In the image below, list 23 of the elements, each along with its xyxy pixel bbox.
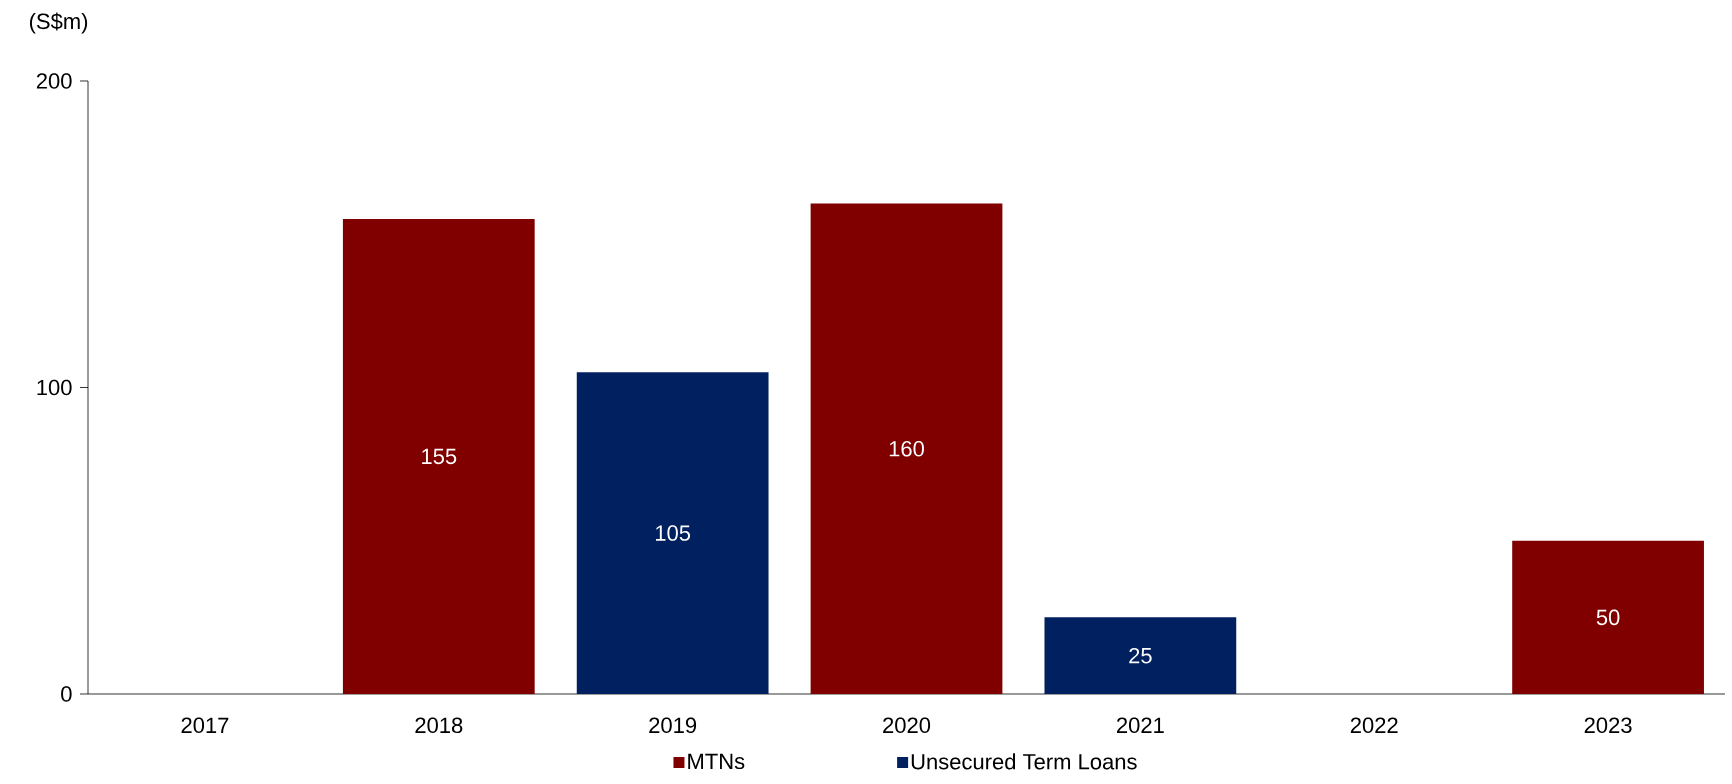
data-label: 155 [422,448,457,465]
data-label: 25 [1129,647,1152,664]
data-label: 105 [655,525,691,541]
bar [576,372,769,694]
y-tick-label: 0 [61,686,72,702]
x-tick-label: 2018 [415,717,463,734]
x-tick-label: 2023 [1584,717,1632,734]
bar [342,218,535,694]
x-tick-label: 2019 [649,717,697,734]
x-tick-label: 2020 [883,717,931,734]
bar [810,203,1003,694]
x-tick-label: 2021 [1117,717,1164,734]
x-tick-label: 2022 [1350,717,1398,734]
data-label: 160 [889,440,924,457]
data-label: 50 [1596,609,1620,626]
x-tick-label: 2017 [181,717,229,734]
bar [1512,540,1704,694]
y-tick-label: 100 [37,379,72,396]
legend-label: MTNs [688,753,745,770]
bar [1044,617,1237,694]
y-tick-label: 200 [36,73,72,89]
y-axis-title: (S$m) [29,12,88,34]
legend-label: Unsecured Term Loans [911,753,1137,770]
